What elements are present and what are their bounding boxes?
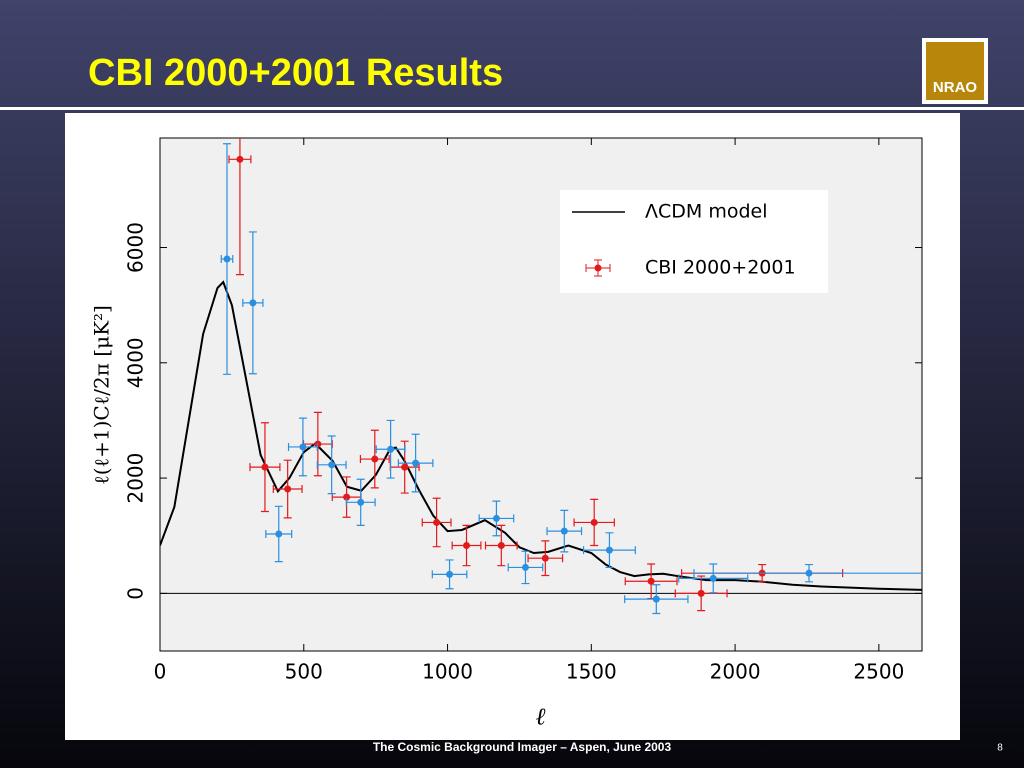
- data-point: [412, 459, 420, 467]
- data-point: [249, 299, 257, 307]
- data-point: [433, 518, 441, 526]
- data-point: [647, 577, 655, 585]
- legend-marker: [594, 264, 602, 272]
- x-tick-label: 2000: [710, 660, 761, 684]
- x-tick-label: 500: [285, 660, 323, 684]
- plot-data: [160, 138, 922, 615]
- data-point: [275, 530, 283, 538]
- data-point: [805, 569, 813, 577]
- legend: [560, 190, 828, 293]
- data-point: [497, 542, 505, 550]
- data-point: [236, 155, 244, 163]
- data-point: [401, 463, 409, 471]
- error-bar-group: [249, 422, 281, 513]
- logo-text: NRAO: [933, 79, 977, 96]
- error-bar-group: [359, 429, 390, 489]
- data-point: [560, 527, 568, 535]
- y-tick-label: 0: [124, 587, 148, 600]
- logo: [926, 42, 984, 100]
- data-point: [492, 514, 500, 522]
- data-point: [605, 546, 613, 554]
- data-point: [697, 589, 705, 597]
- data-point: [284, 485, 292, 493]
- data-point: [709, 574, 717, 582]
- x-tick-label: 1000: [422, 660, 473, 684]
- data-point: [463, 542, 471, 550]
- error-bar-group: [573, 498, 615, 547]
- legend-label: ΛCDM model: [645, 201, 768, 223]
- legend-label: CBI 2000+2001: [645, 257, 796, 279]
- data-point: [446, 570, 454, 578]
- slide-title: CBI 2000+2001 Results: [88, 52, 503, 94]
- data-point: [299, 443, 307, 451]
- data-point: [652, 595, 660, 603]
- data-point: [357, 498, 365, 506]
- x-tick-label: 0: [154, 660, 167, 684]
- x-axis-label: ℓ: [536, 702, 546, 731]
- page-number: 8: [997, 743, 1003, 754]
- y-tick-label: 6000: [124, 222, 148, 273]
- x-tick-label: 2500: [853, 660, 904, 684]
- data-point: [223, 255, 231, 263]
- error-bar-group: [527, 540, 564, 577]
- data-point: [521, 563, 529, 571]
- data-point: [371, 455, 379, 463]
- title-rule: [0, 107, 1024, 110]
- x-tick-label: 1500: [566, 660, 617, 684]
- data-point: [261, 463, 269, 471]
- data-point: [343, 493, 351, 501]
- data-point: [328, 461, 336, 469]
- y-tick-label: 2000: [124, 453, 148, 504]
- y-tick-label: 4000: [124, 337, 148, 388]
- data-point: [541, 554, 549, 562]
- footer-text: The Cosmic Background Imager – Aspen, Ju…: [373, 740, 672, 754]
- data-point: [590, 518, 598, 526]
- y-axis-label: ℓ(ℓ+1)Cℓ/2π [μK²]: [90, 305, 114, 485]
- error-bar-group: [375, 419, 406, 479]
- data-point: [387, 445, 395, 453]
